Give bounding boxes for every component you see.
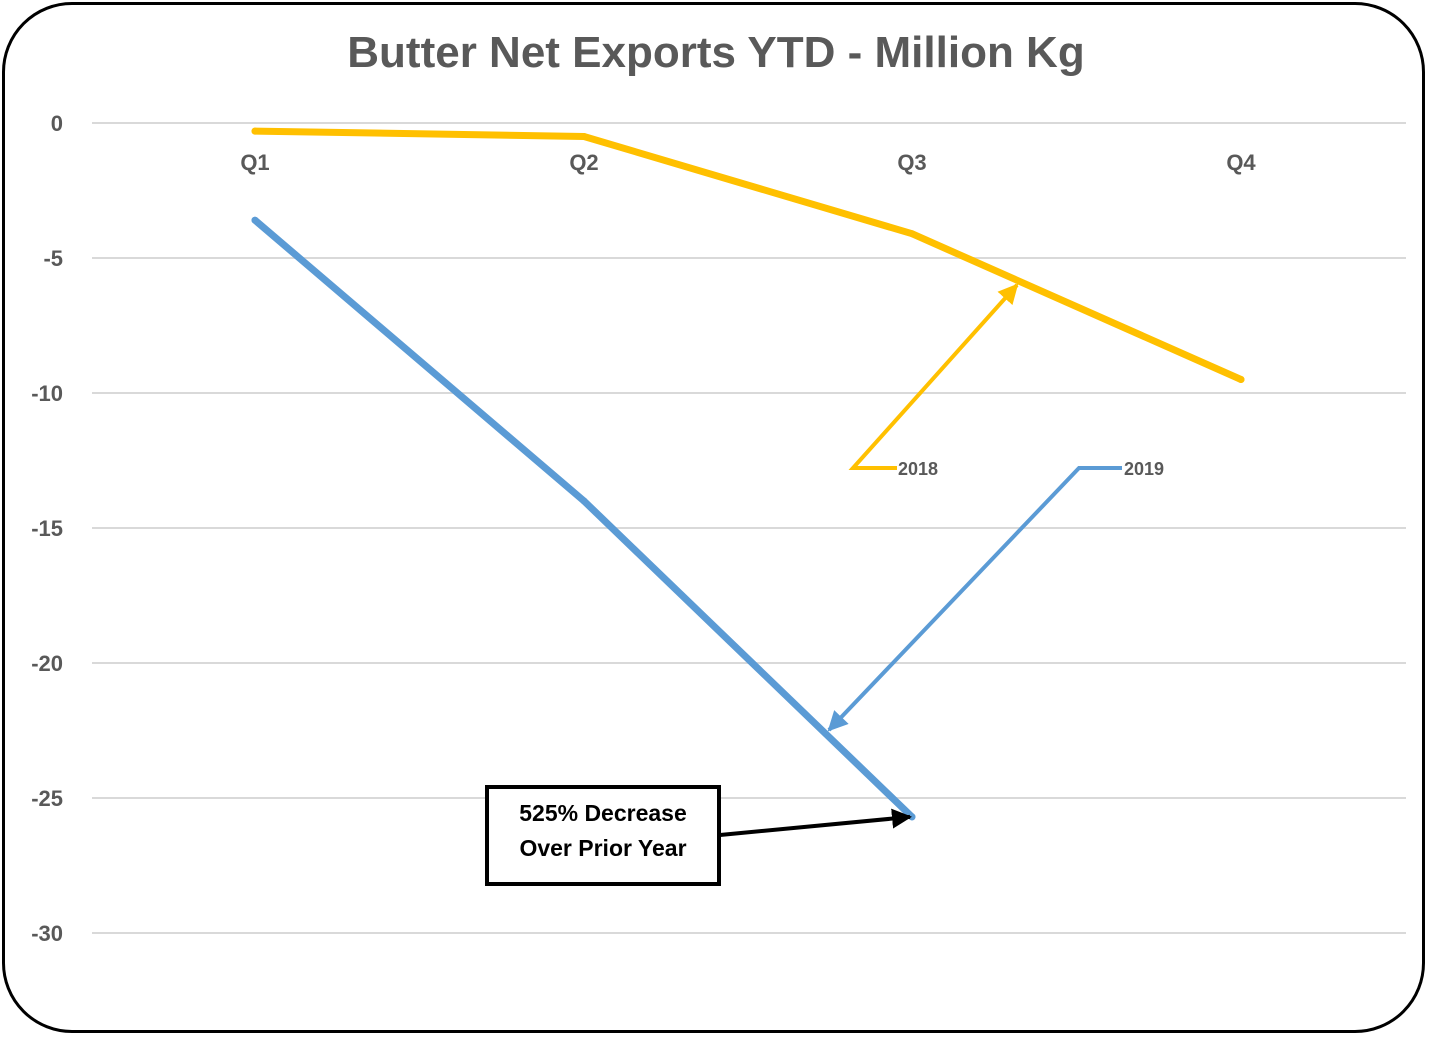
data-point [251, 127, 259, 135]
callout-arrow-2019 [827, 466, 1122, 732]
annotation-line2: Over Prior Year [519, 835, 686, 861]
x-axis-tick-labels: Q1 Q2 Q3 Q4 [240, 150, 1256, 175]
chart-title: Butter Net Exports YTD - Million Kg [347, 28, 1084, 77]
series-line-2019 [251, 216, 916, 821]
annotation-arrow [719, 808, 912, 837]
y-tick-label: -25 [31, 786, 63, 811]
x-tick-label: Q4 [1226, 150, 1256, 175]
data-point [580, 133, 588, 140]
y-tick-label: -15 [31, 516, 63, 541]
series-label-2018: 2018 [898, 459, 938, 479]
y-tick-label: 0 [51, 111, 63, 136]
y-tick-label: -5 [43, 246, 63, 271]
y-tick-label: -20 [31, 651, 63, 676]
y-axis-tick-labels: 0 -5 -10 -15 -20 -25 -30 [31, 111, 63, 946]
data-point [580, 497, 588, 505]
series-line-2018 [251, 127, 1245, 383]
data-point [251, 216, 259, 224]
annotation-box [485, 785, 721, 886]
gridlines [92, 122, 1406, 934]
decrease-annotation: 525% Decrease Over Prior Year [485, 785, 912, 886]
x-tick-label: Q3 [897, 150, 926, 175]
series-label-2019: 2019 [1124, 459, 1164, 479]
data-point [1237, 376, 1245, 383]
data-point [908, 230, 916, 238]
series-lines [251, 127, 1245, 821]
annotation-line1: 525% Decrease [519, 800, 687, 826]
y-tick-label: -30 [31, 921, 63, 946]
callout-arrow-2018 [848, 283, 1019, 470]
x-tick-label: Q1 [240, 150, 269, 175]
x-tick-label: Q2 [569, 150, 598, 175]
y-tick-label: -10 [31, 381, 63, 406]
series-callouts: 2018 2019 [827, 283, 1164, 732]
